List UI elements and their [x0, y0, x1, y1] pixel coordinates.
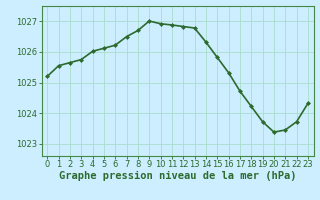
X-axis label: Graphe pression niveau de la mer (hPa): Graphe pression niveau de la mer (hPa)	[59, 171, 296, 181]
